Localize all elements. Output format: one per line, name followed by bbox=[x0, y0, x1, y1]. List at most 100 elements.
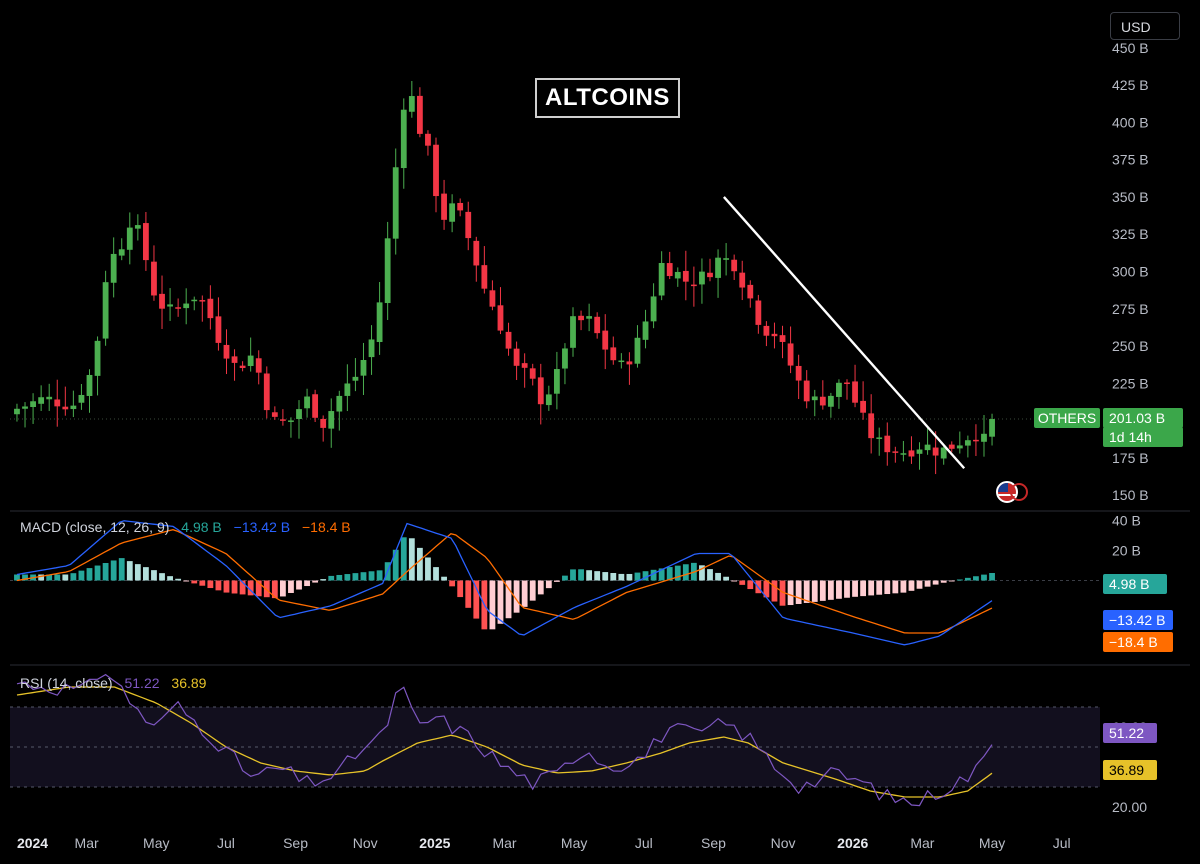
candle[interactable] bbox=[658, 262, 665, 296]
candle[interactable] bbox=[86, 374, 93, 396]
candle[interactable] bbox=[545, 394, 552, 406]
candle[interactable] bbox=[836, 382, 842, 397]
candle[interactable] bbox=[400, 109, 407, 169]
candle[interactable] bbox=[62, 406, 69, 410]
candle[interactable] bbox=[860, 400, 867, 413]
candle[interactable] bbox=[723, 258, 730, 260]
candle[interactable] bbox=[312, 394, 319, 418]
candle[interactable] bbox=[110, 253, 117, 283]
candle[interactable] bbox=[22, 406, 28, 409]
event-marker-icon[interactable] bbox=[1010, 483, 1028, 501]
candle[interactable] bbox=[489, 290, 496, 307]
candle[interactable] bbox=[940, 447, 947, 459]
candle[interactable] bbox=[54, 399, 61, 407]
candle[interactable] bbox=[199, 300, 206, 302]
candle[interactable] bbox=[425, 133, 431, 146]
currency-selector[interactable]: USD bbox=[1110, 12, 1180, 40]
candle[interactable] bbox=[602, 330, 609, 350]
candle[interactable] bbox=[932, 447, 939, 456]
candle[interactable] bbox=[811, 396, 818, 401]
candle[interactable] bbox=[868, 413, 875, 439]
candle[interactable] bbox=[747, 284, 754, 299]
candle[interactable] bbox=[827, 395, 834, 407]
candle[interactable] bbox=[771, 333, 778, 337]
candle[interactable] bbox=[368, 339, 375, 358]
candle[interactable] bbox=[279, 419, 286, 421]
candle[interactable] bbox=[948, 444, 955, 449]
candle[interactable] bbox=[989, 419, 995, 437]
candle[interactable] bbox=[175, 307, 182, 309]
candle[interactable] bbox=[392, 167, 399, 239]
candle[interactable] bbox=[650, 296, 657, 322]
candle[interactable] bbox=[570, 316, 576, 348]
candle[interactable] bbox=[183, 303, 190, 309]
candle[interactable] bbox=[537, 377, 544, 405]
price-chart[interactable]: 450 B 425 B 400 B 375 B 350 B 325 B 300 B 275 B… bbox=[10, 5, 1190, 858]
candle[interactable] bbox=[191, 299, 198, 302]
candle[interactable] bbox=[271, 412, 278, 417]
rsi-legend[interactable]: RSI (14, close) 51.22 36.89 bbox=[20, 675, 214, 691]
candle[interactable] bbox=[336, 395, 343, 412]
candle[interactable] bbox=[844, 382, 850, 385]
candle[interactable] bbox=[376, 302, 383, 342]
candle[interactable] bbox=[964, 440, 971, 446]
candle[interactable] bbox=[973, 439, 979, 442]
candle[interactable] bbox=[618, 360, 625, 363]
candle[interactable] bbox=[908, 450, 915, 457]
candle[interactable] bbox=[666, 263, 673, 277]
candle[interactable] bbox=[787, 343, 794, 366]
candle[interactable] bbox=[610, 347, 617, 361]
candle[interactable] bbox=[134, 225, 141, 229]
candle[interactable] bbox=[215, 316, 222, 343]
candle[interactable] bbox=[819, 396, 826, 406]
candle[interactable] bbox=[328, 411, 335, 429]
candle[interactable] bbox=[14, 408, 20, 415]
candle[interactable] bbox=[263, 373, 270, 411]
candle[interactable] bbox=[223, 344, 230, 359]
candle[interactable] bbox=[416, 95, 423, 134]
candle[interactable] bbox=[642, 321, 649, 340]
candle[interactable] bbox=[553, 369, 560, 394]
candle[interactable] bbox=[892, 451, 899, 453]
candle[interactable] bbox=[433, 144, 439, 197]
candle[interactable] bbox=[578, 315, 584, 321]
candle[interactable] bbox=[360, 360, 367, 376]
candle[interactable] bbox=[690, 284, 697, 287]
candle[interactable] bbox=[465, 211, 472, 239]
candle[interactable] bbox=[159, 293, 165, 309]
candle[interactable] bbox=[916, 449, 923, 454]
candle[interactable] bbox=[586, 316, 593, 319]
candle[interactable] bbox=[231, 356, 238, 363]
candle[interactable] bbox=[384, 238, 391, 304]
candle[interactable] bbox=[207, 298, 214, 319]
candle[interactable] bbox=[126, 227, 133, 250]
candle[interactable] bbox=[852, 381, 858, 403]
candle[interactable] bbox=[674, 271, 681, 279]
candle[interactable] bbox=[70, 405, 77, 410]
candle[interactable] bbox=[900, 453, 907, 455]
candle[interactable] bbox=[344, 383, 351, 396]
candle[interactable] bbox=[715, 257, 721, 278]
candle[interactable] bbox=[884, 435, 891, 453]
candle[interactable] bbox=[981, 433, 987, 442]
candle[interactable] bbox=[296, 409, 302, 420]
candle[interactable] bbox=[699, 271, 705, 285]
candle[interactable] bbox=[473, 240, 480, 266]
candle[interactable] bbox=[682, 270, 689, 282]
candle[interactable] bbox=[803, 380, 810, 402]
candle[interactable] bbox=[739, 272, 746, 288]
candle[interactable] bbox=[594, 316, 601, 334]
candle[interactable] bbox=[94, 340, 101, 376]
candle[interactable] bbox=[562, 348, 568, 369]
candle[interactable] bbox=[795, 365, 802, 381]
candle[interactable] bbox=[707, 272, 713, 278]
candle[interactable] bbox=[151, 261, 157, 296]
candle[interactable] bbox=[521, 363, 528, 368]
candle[interactable] bbox=[626, 361, 633, 365]
candle[interactable] bbox=[513, 348, 520, 366]
candle[interactable] bbox=[457, 202, 464, 211]
candle[interactable] bbox=[247, 355, 254, 367]
candle[interactable] bbox=[763, 325, 770, 336]
candle[interactable] bbox=[38, 397, 45, 404]
candle[interactable] bbox=[481, 265, 488, 289]
